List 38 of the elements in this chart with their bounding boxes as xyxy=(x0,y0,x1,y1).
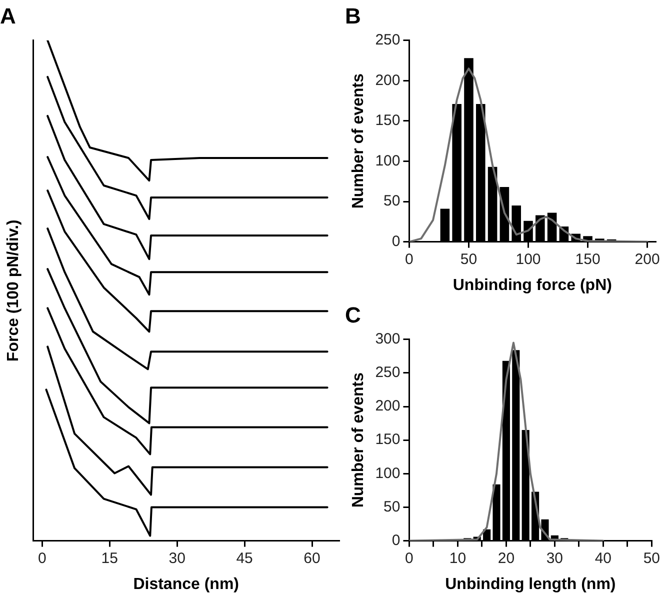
y-tick-label: 250 xyxy=(375,32,400,49)
y-tick-label: 50 xyxy=(384,498,400,516)
y-tick-label: 150 xyxy=(375,431,400,448)
y-tick-label: 150 xyxy=(375,112,400,130)
y-tick-label: 100 xyxy=(375,464,400,482)
x-tick-label: 50 xyxy=(643,550,660,567)
x-axis-title: Unbinding force (pN) xyxy=(452,276,612,294)
y-tick-label: 50 xyxy=(384,192,400,210)
y-tick-label: 200 xyxy=(375,72,400,89)
x-tick-label: 0 xyxy=(405,250,414,268)
x-tick-label: 150 xyxy=(575,250,600,268)
x-tick-label: 10 xyxy=(449,550,466,567)
x-tick-label: 30 xyxy=(168,550,186,567)
chart-title: B xyxy=(345,3,361,28)
x-tick-label: 50 xyxy=(460,250,478,268)
x-tick-label: 15 xyxy=(101,550,118,567)
x-tick-label: 100 xyxy=(516,250,541,268)
x-tick-label: 40 xyxy=(594,550,612,567)
x-tick-label: 20 xyxy=(498,550,515,567)
x-tick-label: 0 xyxy=(405,550,414,567)
y-tick-label: 300 xyxy=(375,330,400,348)
x-tick-label: 200 xyxy=(634,250,660,268)
y-axis-title: Number of events xyxy=(350,372,368,508)
x-tick-label: 45 xyxy=(236,550,253,567)
y-axis-title: Force (100 pN/div.) xyxy=(5,220,22,362)
chart-title: C xyxy=(345,302,361,328)
x-tick-label: 60 xyxy=(304,550,320,567)
x-axis-title: Distance (nm) xyxy=(133,576,239,593)
chart-title: A xyxy=(0,3,16,28)
y-tick-label: 100 xyxy=(375,152,400,170)
y-axis-title: Number of events xyxy=(350,73,368,209)
y-tick-label: 0 xyxy=(392,232,400,250)
x-axis-title: Unbinding length (nm) xyxy=(445,576,616,593)
y-tick-label: 250 xyxy=(375,364,400,382)
y-tick-label: 200 xyxy=(375,398,400,415)
x-tick-label: 0 xyxy=(38,550,46,567)
y-tick-label: 0 xyxy=(392,532,400,549)
x-tick-label: 30 xyxy=(546,550,564,567)
